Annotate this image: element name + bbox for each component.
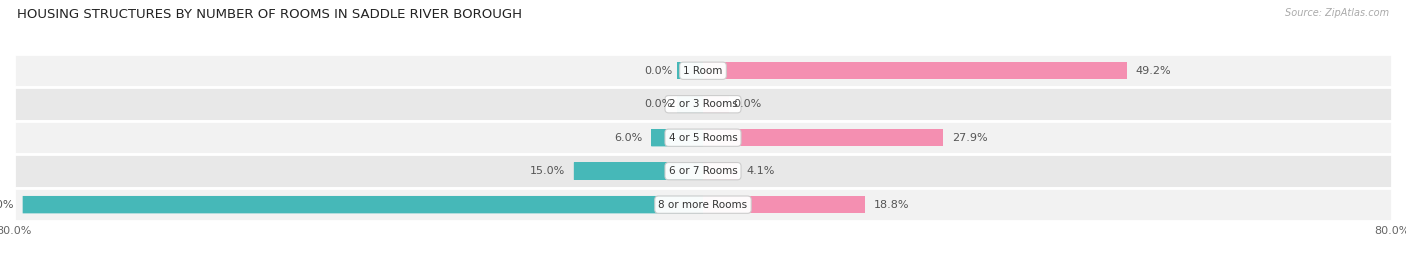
FancyBboxPatch shape <box>651 129 703 146</box>
FancyBboxPatch shape <box>22 196 703 213</box>
Text: 0.0%: 0.0% <box>644 99 673 109</box>
Text: 6.0%: 6.0% <box>614 133 643 143</box>
Bar <box>703 163 738 180</box>
Bar <box>678 96 703 113</box>
Text: 1 Room: 1 Room <box>683 66 723 76</box>
Bar <box>574 163 703 180</box>
Text: 2 or 3 Rooms: 2 or 3 Rooms <box>669 99 737 109</box>
Bar <box>14 54 1392 87</box>
Bar <box>14 188 1392 221</box>
Bar <box>14 154 1392 188</box>
Bar <box>703 96 728 113</box>
Bar <box>14 87 1392 121</box>
Bar <box>14 121 1392 154</box>
Bar <box>22 196 703 213</box>
Bar <box>678 62 703 79</box>
FancyBboxPatch shape <box>574 163 703 180</box>
Text: 79.0%: 79.0% <box>0 200 14 210</box>
Text: 15.0%: 15.0% <box>530 166 565 176</box>
Text: 8 or more Rooms: 8 or more Rooms <box>658 200 748 210</box>
Text: 0.0%: 0.0% <box>733 99 762 109</box>
Bar <box>651 129 703 146</box>
Text: 27.9%: 27.9% <box>952 133 987 143</box>
Bar <box>703 129 943 146</box>
Text: Source: ZipAtlas.com: Source: ZipAtlas.com <box>1285 8 1389 18</box>
Text: 6 or 7 Rooms: 6 or 7 Rooms <box>669 166 737 176</box>
Bar <box>703 62 1126 79</box>
Bar <box>703 196 865 213</box>
Text: 18.8%: 18.8% <box>873 200 910 210</box>
Text: 4 or 5 Rooms: 4 or 5 Rooms <box>669 133 737 143</box>
Text: 0.0%: 0.0% <box>644 66 673 76</box>
Text: HOUSING STRUCTURES BY NUMBER OF ROOMS IN SADDLE RIVER BOROUGH: HOUSING STRUCTURES BY NUMBER OF ROOMS IN… <box>17 8 522 21</box>
Text: 4.1%: 4.1% <box>747 166 775 176</box>
Text: 49.2%: 49.2% <box>1135 66 1171 76</box>
